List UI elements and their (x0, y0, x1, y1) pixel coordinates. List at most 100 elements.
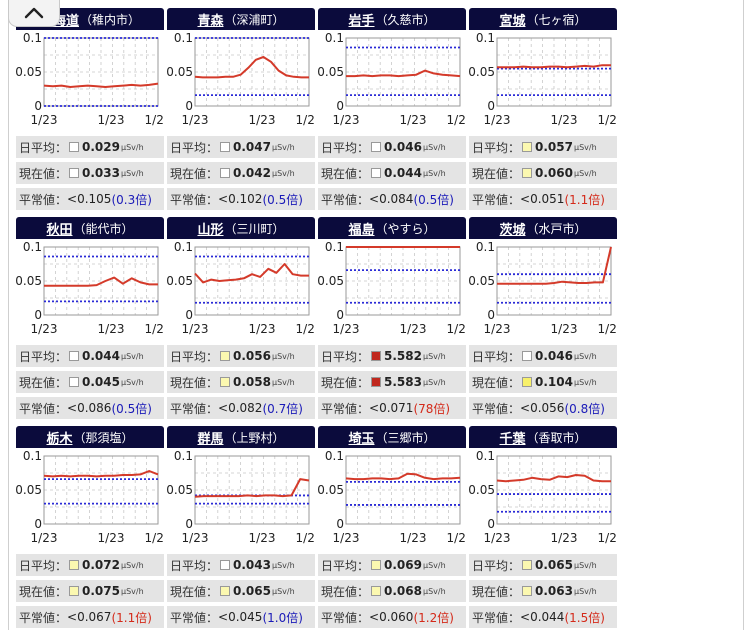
row-label: 平常値： (170, 192, 219, 207)
y-tick-label: 0 (34, 99, 42, 113)
y-tick-label: 0 (185, 517, 193, 531)
row-label: 平常値： (321, 192, 370, 207)
row-label: 現在値： (321, 584, 370, 599)
level-indicator (220, 142, 231, 152)
daily-average-row: 日平均： 0.072 μSv/h (16, 554, 164, 576)
dose-series-line (43, 470, 159, 478)
y-tick-label: 0.1 (476, 32, 495, 45)
unit-label: μSv/h (120, 377, 144, 387)
unit-label: μSv/h (271, 168, 295, 178)
city-label: （やすら） (375, 221, 436, 236)
station-card: 秋田（能代市）0.10.0501/231/231/24日平均：0.044μSv/… (16, 217, 164, 419)
row-label: 現在値： (170, 166, 219, 181)
x-tick-label: 1/23 (551, 531, 578, 545)
x-tick-label: 1/24 (296, 113, 315, 127)
plot-frame (43, 246, 159, 316)
normal-value-row: 平常値： <0.060 (1.2倍) (318, 606, 466, 628)
row-label: 平常値： (321, 610, 370, 625)
x-tick-label: 1/23 (249, 113, 276, 127)
prefecture-link[interactable]: 宮城 (499, 13, 526, 29)
row-label: 平常値： (19, 401, 68, 416)
dose-series-line (346, 69, 461, 78)
row-label: 日平均： (19, 349, 68, 364)
normal-value: <0.044 (520, 610, 565, 624)
prefecture-link[interactable]: 秋田 (46, 222, 73, 238)
dose-series-line (345, 472, 461, 481)
dose-series-line (194, 478, 310, 498)
station-card: 栃木（那須塩）0.10.0501/231/231/24日平均：0.072μSv/… (16, 426, 164, 628)
city-label: （三郷市） (375, 430, 436, 445)
y-tick-label: 0.05 (318, 65, 344, 79)
level-indicator (522, 377, 533, 387)
ratio-value: (0.3倍) (111, 192, 152, 207)
unit-label: μSv/h (573, 377, 597, 387)
y-tick-label: 0.1 (174, 241, 193, 254)
level-indicator (522, 142, 533, 152)
prefecture-link[interactable]: 福島 (348, 222, 375, 238)
x-tick-label: 1/23 (484, 322, 511, 336)
row-label: 日平均： (472, 140, 521, 155)
y-tick-label: 0.05 (167, 274, 193, 288)
prefecture-link[interactable]: 青森 (197, 13, 224, 29)
x-tick-label: 1/23 (31, 531, 58, 545)
level-indicator (69, 351, 80, 361)
normal-value-row: 平常値： <0.102 (0.5倍) (167, 188, 315, 210)
x-tick-label: 1/23 (182, 322, 209, 336)
unit-label: μSv/h (271, 142, 295, 152)
row-label: 日平均： (170, 558, 219, 573)
prefecture-link[interactable]: 群馬 (197, 431, 224, 447)
prefecture-link[interactable]: 岩手 (348, 13, 375, 29)
normal-value: <0.086 (67, 401, 112, 415)
dose-value: 0.069 (384, 558, 422, 572)
station-header: 茨城 （水戸市） (469, 217, 617, 239)
level-indicator (220, 560, 231, 570)
x-tick-label: 1/23 (31, 113, 58, 127)
x-tick-label: 1/23 (182, 113, 209, 127)
x-tick-label: 1/24 (145, 113, 164, 127)
prefecture-link[interactable]: 埼玉 (348, 431, 375, 447)
daily-average-row: 日平均： 0.056 μSv/h (167, 345, 315, 367)
row-label: 現在値： (19, 375, 68, 390)
dose-value: 0.044 (384, 166, 422, 180)
dose-series-line (497, 64, 611, 69)
station-header: 栃木 （那須塩） (16, 426, 164, 448)
station-card: 山形（三川町）0.10.0501/231/231/24日平均：0.056μSv/… (167, 217, 315, 419)
normal-value-row: 平常値： <0.082 (0.7倍) (167, 397, 315, 419)
y-tick-label: 0.1 (23, 241, 42, 254)
y-tick-label: 0.1 (325, 241, 344, 254)
prefecture-link[interactable]: 山形 (197, 222, 224, 238)
collapse-button[interactable] (8, 0, 60, 27)
ratio-value: (1.2倍) (413, 610, 454, 625)
level-indicator (69, 168, 80, 178)
y-tick-label: 0 (487, 99, 495, 113)
normal-value: <0.056 (520, 401, 565, 415)
row-label: 現在値： (170, 584, 219, 599)
level-indicator (220, 168, 231, 178)
current-value-row: 現在値： 0.060 μSv/h (469, 162, 617, 184)
row-label: 現在値： (321, 375, 370, 390)
x-tick-label: 1/23 (484, 113, 511, 127)
x-tick-label: 1/23 (333, 531, 360, 545)
city-label: （那須塩） (73, 430, 134, 445)
ratio-value: (1.1倍) (111, 610, 152, 625)
unit-label: μSv/h (271, 351, 295, 361)
dose-value: 0.044 (82, 349, 120, 363)
x-tick-label: 1/24 (296, 531, 315, 545)
y-tick-label: 0.05 (16, 65, 42, 79)
daily-average-row: 日平均： 0.046 μSv/h (318, 136, 466, 158)
prefecture-link[interactable]: 千葉 (499, 431, 526, 447)
current-value-row: 現在値： 5.583 μSv/h (318, 371, 466, 393)
dose-value: 0.056 (233, 349, 271, 363)
level-indicator (371, 142, 382, 152)
normal-value: <0.051 (520, 192, 565, 206)
prefecture-link[interactable]: 茨城 (499, 222, 526, 238)
station-card: 北海道（稚内市）0.10.0501/231/231/24日平均：0.029μSv… (16, 8, 164, 210)
row-label: 平常値： (472, 401, 521, 416)
prefecture-link[interactable]: 栃木 (46, 431, 73, 447)
